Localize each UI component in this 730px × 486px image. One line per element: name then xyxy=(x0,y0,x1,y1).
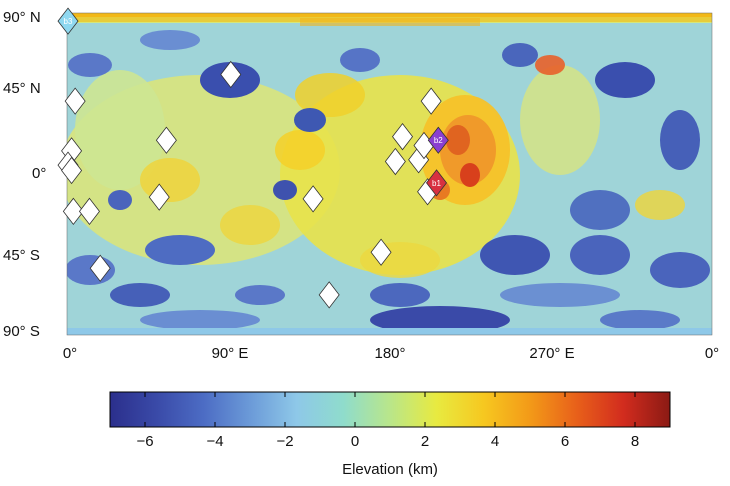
colorbar-tick-label: 4 xyxy=(490,433,500,450)
lon-label-270e: 270° E xyxy=(529,345,575,362)
elevation-map xyxy=(67,13,712,335)
colorbar-tick-label: 8 xyxy=(630,433,640,450)
lat-label-0: 0° xyxy=(32,165,47,182)
site-marker xyxy=(384,147,406,176)
site-marker-b1: b1 xyxy=(426,169,448,197)
colorbar-tick-label: 2 xyxy=(420,433,430,450)
colorbar-tick-label: −2 xyxy=(276,433,294,450)
site-marker xyxy=(370,238,392,266)
lon-label-360: 0° xyxy=(704,345,720,362)
site-marker xyxy=(148,183,170,211)
site-marker-label: b3 xyxy=(64,17,73,26)
elevation-colorbar xyxy=(109,391,671,428)
site-marker xyxy=(89,254,111,282)
lon-label-90e: 90° E xyxy=(211,345,249,362)
colorbar-tick-label: −4 xyxy=(206,433,224,450)
lat-label-45n: 45° N xyxy=(3,80,41,97)
site-marker-label: b2 xyxy=(434,136,443,145)
lat-label-90n: 90° N xyxy=(3,9,41,26)
colorbar-title: Elevation (km) xyxy=(342,461,438,478)
site-marker xyxy=(61,156,83,185)
lon-label-0: 0° xyxy=(62,345,78,362)
colorbar-tick-label: −6 xyxy=(136,433,154,450)
site-marker xyxy=(220,60,242,89)
lon-label-180: 180° xyxy=(374,345,406,362)
site-marker-b2: b2 xyxy=(427,126,449,154)
lat-label-90s: 90° S xyxy=(3,323,40,340)
site-marker xyxy=(392,123,414,151)
site-markers: b3 b2 b1 xyxy=(57,7,449,309)
site-marker xyxy=(302,185,324,213)
lat-label-45s: 45° S xyxy=(3,247,40,264)
colorbar-tick-label: 0 xyxy=(350,433,360,450)
site-marker xyxy=(78,197,100,225)
site-marker xyxy=(62,197,84,225)
colorbar-tick-label: 6 xyxy=(560,433,570,450)
site-marker xyxy=(318,281,340,309)
site-marker xyxy=(155,126,177,154)
site-marker-label: b1 xyxy=(432,179,441,188)
site-marker xyxy=(420,87,442,115)
site-marker xyxy=(64,87,86,115)
site-marker-b3: b3 xyxy=(57,7,79,35)
